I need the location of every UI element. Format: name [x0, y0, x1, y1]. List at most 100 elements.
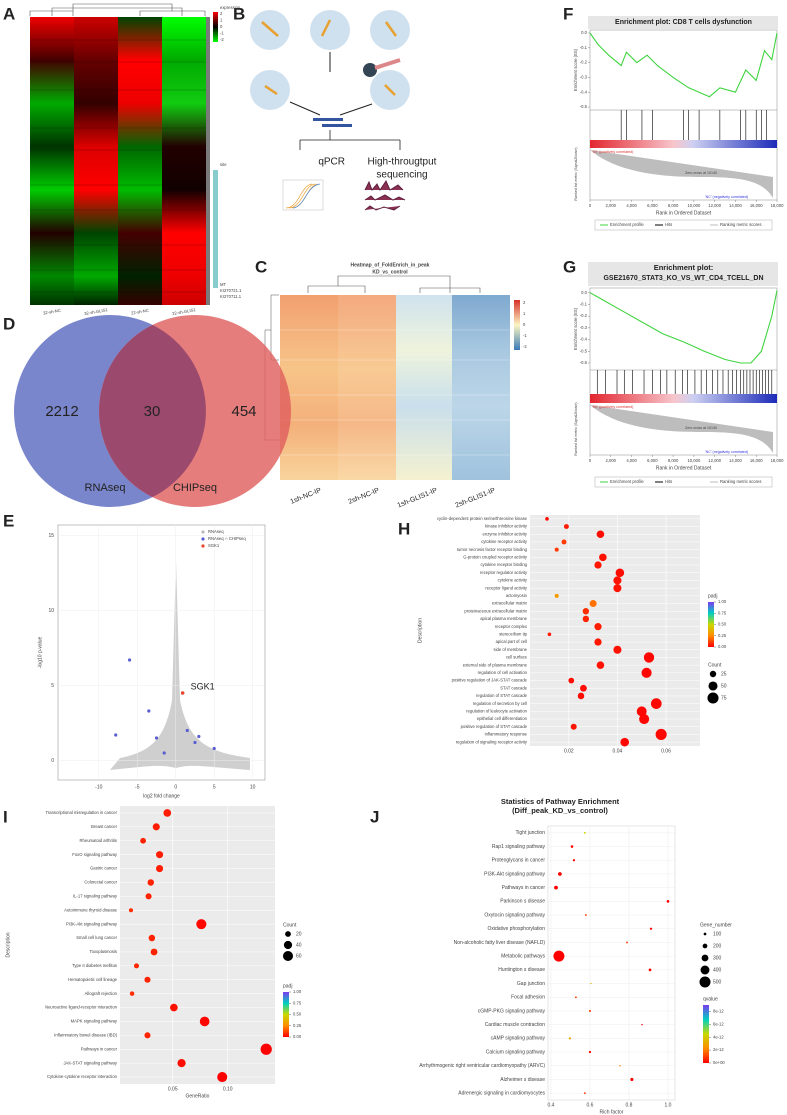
legend-label: RNAseq	[208, 529, 224, 534]
y-tick-label: 5	[51, 683, 54, 689]
legend-label: 60	[296, 953, 302, 959]
annotation: SGK1	[191, 681, 215, 691]
dot	[145, 893, 152, 900]
subtitle: KD_vs_control	[372, 269, 408, 275]
y-tick-label: Cardiac muscle contraction	[485, 1022, 546, 1028]
x-tick-label: 16,000	[750, 458, 763, 463]
x-tick-label: 8,000	[668, 458, 679, 463]
dot	[570, 723, 577, 730]
legend-label: 0.50	[718, 622, 727, 627]
y-tick-label: Calcium signaling pathway	[486, 1049, 546, 1055]
venn-count: 30	[144, 403, 161, 420]
dot	[649, 927, 653, 930]
legend-title: padj	[708, 593, 717, 599]
dot	[580, 684, 587, 692]
x-tick-label: 12,000	[708, 458, 721, 463]
dot	[613, 645, 622, 654]
label: sequencing	[376, 170, 427, 181]
dot	[577, 692, 585, 700]
heatmap-c	[264, 275, 520, 480]
y-tick-label: tumor necrosis factor receptor binding	[457, 547, 528, 552]
y-tick-label: Rap1 signaling pathway	[492, 844, 546, 850]
dot	[156, 864, 164, 873]
y-tick-label: Cytokine-cytokine receptor interaction	[47, 1074, 118, 1079]
dot	[148, 934, 156, 942]
y-tick-label: cytokine receptor activity	[481, 539, 528, 544]
y-tick-label: Type II diabetes mellitus	[72, 963, 117, 968]
y-tick-label: Huntington s disease	[498, 967, 545, 973]
x-tick-label: 0.05	[168, 1086, 178, 1092]
venn-set: CHIPseq	[173, 482, 217, 494]
point	[193, 740, 197, 745]
panel-label: G	[563, 257, 576, 276]
x-tick-label: 14,000	[729, 458, 742, 463]
legend-label: 0.50	[293, 1012, 302, 1017]
x-tick-label: 0	[589, 458, 592, 463]
y-tick-label: JAK-STAT signaling pathway	[63, 1060, 117, 1065]
plot-frame	[547, 825, 676, 1101]
dot	[170, 1003, 178, 1012]
legend-tick: -2	[523, 344, 527, 349]
y-tick-label: Rheumatoid arthritis	[80, 838, 117, 843]
y-tick-label: PI3K-Akt signaling pathway	[484, 871, 545, 877]
x-axis-title: Rank in Ordered Dataset	[656, 210, 712, 216]
y-tick-label: Toxoplasmosis	[90, 949, 117, 954]
dot	[613, 576, 622, 585]
legend-label: 6e-12	[713, 1021, 724, 1026]
legend-label: 400	[713, 967, 722, 973]
y-tick-label: kinase inhibitor activity	[485, 524, 528, 529]
column-label: 32-sh-NC	[43, 308, 62, 316]
y-tick-label: 0.0	[581, 290, 587, 295]
dot	[594, 561, 602, 569]
point	[185, 728, 189, 733]
dot	[196, 919, 207, 930]
legend-label: 0e+00	[713, 1060, 725, 1065]
x-tick-label: 0.06	[661, 748, 671, 754]
dot	[596, 661, 605, 669]
panel-label: C	[255, 257, 267, 276]
legend-label: 25	[721, 671, 727, 677]
legend-tick: 2	[220, 11, 223, 16]
legend-title: expression	[220, 5, 241, 10]
y-axis-title: Description	[417, 618, 423, 643]
venn-set: RNAseq	[85, 482, 126, 494]
dot	[554, 593, 559, 598]
legend-frame	[594, 219, 773, 231]
ranked-metric	[590, 405, 773, 453]
enrichment-profile	[589, 290, 778, 364]
legend-label: 4e-12	[713, 1034, 724, 1039]
legend-label: 0.75	[718, 610, 727, 615]
y-tick-label: G-protein coupled receptor activity	[463, 554, 528, 559]
dot	[260, 1043, 272, 1055]
y-tick-label: -0.1	[580, 302, 588, 307]
legend-title: qvalue	[703, 996, 718, 1002]
x-tick-label: 10	[250, 784, 256, 790]
x-tick-label: 2,000	[606, 203, 617, 208]
dot	[217, 1072, 228, 1083]
legend-label: 8e-12	[713, 1009, 724, 1014]
panel-label: F	[563, 4, 573, 23]
plot-frame	[57, 524, 266, 781]
y-tick-label: STAT cascade	[500, 685, 527, 690]
y-tick-label: Pathways in cancer	[502, 885, 546, 891]
dot	[655, 728, 667, 740]
panel-label: H	[398, 519, 410, 538]
dot	[554, 885, 558, 890]
legend-label: Ranking metric scores	[720, 222, 761, 227]
dot	[152, 823, 160, 831]
legend-label: 500	[713, 979, 722, 985]
dot	[144, 1032, 151, 1039]
dot	[156, 851, 164, 859]
column-label: 2sh-GLIS1-IP	[454, 487, 496, 510]
legend-label: 300	[713, 955, 722, 961]
legend-label: Hits	[665, 222, 672, 227]
label: qPCR	[318, 157, 345, 168]
legend-marker	[201, 544, 205, 548]
legend-label: RNAseq ∩ CHIPseq	[208, 536, 246, 541]
legend-marker	[701, 954, 709, 962]
x-tick-label: 2,000	[606, 458, 617, 463]
dot	[613, 584, 622, 593]
legend-label: Hits	[665, 479, 672, 484]
column-label: 32-sh-GLIS1	[84, 307, 109, 316]
y-tick-label: Oxytocin signaling pathway	[484, 912, 545, 918]
